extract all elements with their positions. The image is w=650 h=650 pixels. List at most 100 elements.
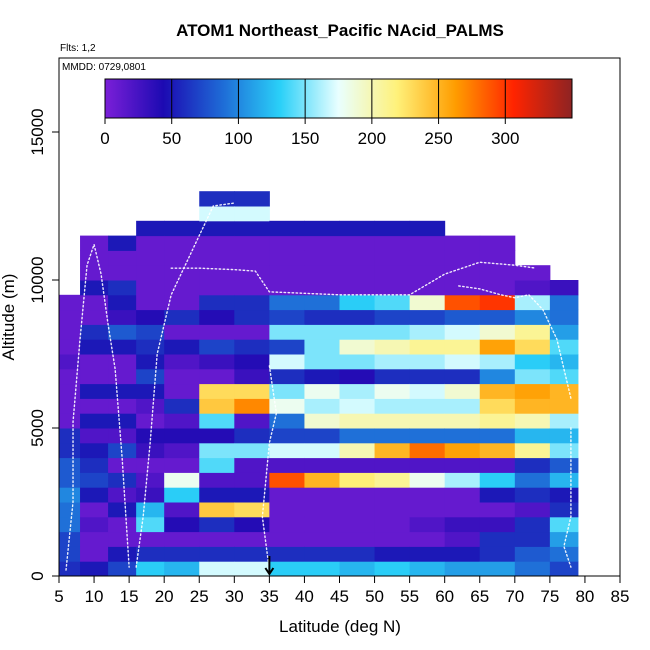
heatmap-cell <box>80 442 109 459</box>
heatmap-cell <box>199 487 235 503</box>
heatmap-cell <box>164 457 200 473</box>
heatmap-cell <box>339 265 376 281</box>
heatmap-cell <box>269 235 305 251</box>
heatmap-cell <box>304 383 340 399</box>
heatmap-cell <box>444 428 481 444</box>
heatmap-cell <box>339 368 376 385</box>
heatmap-cell <box>374 442 411 459</box>
heatmap-cell <box>59 516 81 533</box>
heatmap-cell <box>234 309 270 325</box>
heatmap-cell <box>199 531 235 547</box>
heatmap-cell <box>234 339 270 355</box>
heatmap-cell <box>136 531 165 547</box>
heatmap-cell <box>234 220 270 237</box>
heatmap-cell <box>80 561 109 577</box>
heatmap-cell <box>409 220 446 237</box>
x-tick-label: 60 <box>435 587 454 606</box>
heatmap-cell <box>444 516 481 533</box>
heatmap-cell <box>409 354 446 370</box>
heatmap-cell <box>409 250 446 266</box>
heatmap-cell <box>444 561 481 577</box>
heatmap-cell <box>59 368 81 385</box>
heatmap-cell <box>479 235 516 251</box>
heatmap-cell <box>136 472 165 488</box>
heatmap-cell <box>479 531 516 547</box>
heatmap-cell <box>199 368 235 385</box>
heatmap-cell <box>514 398 551 414</box>
heatmap-cell <box>549 502 579 518</box>
heatmap-cell <box>339 561 376 577</box>
heatmap-cell <box>374 220 411 237</box>
heatmap-cell <box>549 324 579 340</box>
heatmap-cell <box>80 516 109 533</box>
heatmap-cell <box>108 487 137 503</box>
heatmap-cell <box>339 546 376 562</box>
heatmap-cell <box>80 457 109 473</box>
heatmap-cell <box>164 294 200 311</box>
heatmap-cell <box>409 428 446 444</box>
heatmap-cell <box>136 383 165 399</box>
heatmap-cell <box>108 250 137 266</box>
heatmap-cell <box>409 413 446 429</box>
heatmap-cell <box>409 368 446 385</box>
heatmap-cell <box>514 442 551 459</box>
heatmap-cell <box>269 220 305 237</box>
heatmap-cell <box>80 531 109 547</box>
heatmap-cell <box>479 383 516 399</box>
heatmap-cell <box>164 561 200 577</box>
heatmap-cell <box>304 502 340 518</box>
heatmap-cell <box>514 265 551 281</box>
heatmap-cell <box>479 339 516 355</box>
heatmap-cell <box>444 368 481 385</box>
heatmap-cell <box>549 294 579 311</box>
x-tick-label: 65 <box>470 587 489 606</box>
heatmap-cell <box>374 472 411 488</box>
heatmap-cell <box>80 472 109 488</box>
heatmap-cell <box>374 457 411 473</box>
heatmap-cell <box>409 309 446 325</box>
heatmap-cell <box>549 309 579 325</box>
heatmap-cell <box>199 502 235 518</box>
heatmap-cell <box>374 516 411 533</box>
heatmap-cell <box>549 546 579 562</box>
heatmap-cell <box>409 383 446 399</box>
heatmap-cell <box>199 413 235 429</box>
heatmap-cell <box>269 428 305 444</box>
heatmap-cell <box>80 413 109 429</box>
heatmap-cell <box>108 368 137 385</box>
heatmap-cell <box>136 413 165 429</box>
heatmap-cell <box>409 280 446 296</box>
heatmap-cell <box>339 457 376 473</box>
heatmap-cell <box>304 235 340 251</box>
heatmap-cell <box>339 442 376 459</box>
heatmap-cell <box>549 280 579 296</box>
heatmap-cell <box>136 398 165 414</box>
heatmap-cell <box>409 265 446 281</box>
heatmap-cell <box>80 294 109 311</box>
heatmap-cell <box>269 354 305 370</box>
heatmap-cell <box>479 294 516 311</box>
heatmap-cell <box>374 280 411 296</box>
heatmap-cell <box>199 309 235 325</box>
heatmap-cell <box>234 206 270 222</box>
heatmap-cell <box>514 561 551 577</box>
heatmap-cell <box>234 428 270 444</box>
heatmap-cell <box>59 354 81 370</box>
heatmap-cell <box>136 324 165 340</box>
heatmap-cell <box>304 472 340 488</box>
heatmap-cell <box>304 516 340 533</box>
heatmap-cell <box>549 413 579 429</box>
heatmap-cell <box>80 354 109 370</box>
heatmap-cell <box>339 428 376 444</box>
heatmap-cell <box>59 472 81 488</box>
heatmap-cell <box>549 442 579 459</box>
heatmap-cell <box>304 561 340 577</box>
x-tick-label: 45 <box>330 587 349 606</box>
heatmap-cell <box>108 398 137 414</box>
heatmap-cell <box>304 324 340 340</box>
sample-track <box>261 365 278 571</box>
heatmap-cell <box>234 398 270 414</box>
heatmap-cell <box>269 502 305 518</box>
marker-arrow-head <box>264 567 275 576</box>
date-annotation: MMDD: 0729,0801 <box>62 62 146 73</box>
